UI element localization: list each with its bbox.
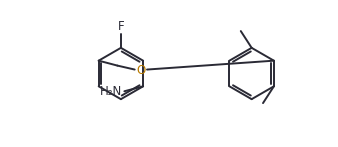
Text: F: F: [118, 20, 124, 32]
Text: H₂N: H₂N: [100, 85, 122, 98]
Text: O: O: [137, 64, 146, 77]
